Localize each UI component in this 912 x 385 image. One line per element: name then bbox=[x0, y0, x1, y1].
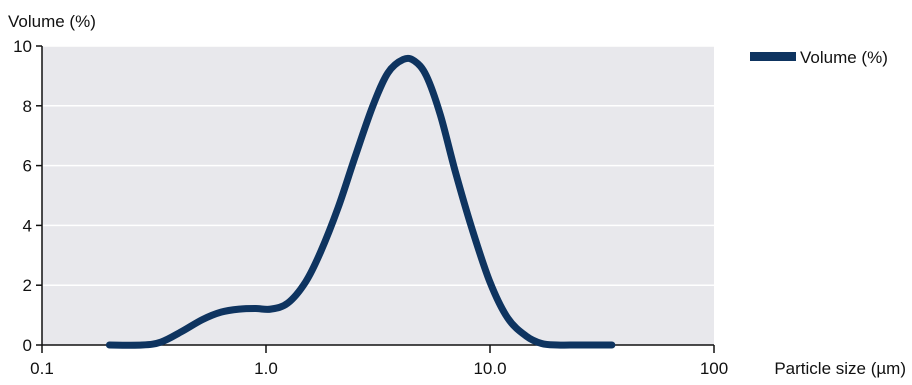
legend-swatch bbox=[750, 52, 796, 61]
x-axis-title: Particle size (µm) bbox=[774, 359, 906, 378]
y-tick-label: 8 bbox=[23, 97, 32, 116]
y-tick-label: 10 bbox=[13, 37, 32, 56]
tick-labels: 0 2 4 6 8 10 0.1 1.0 10.0 100 bbox=[13, 37, 728, 378]
x-tick-label: 100 bbox=[700, 359, 728, 378]
x-tick-label: 10.0 bbox=[473, 359, 506, 378]
x-tick-label: 1.0 bbox=[254, 359, 278, 378]
series-group bbox=[105, 54, 616, 349]
y-tick-label: 2 bbox=[23, 276, 32, 295]
y-axis-title: Volume (%) bbox=[8, 12, 96, 31]
gridlines bbox=[42, 45, 714, 286]
legend: Volume (%) bbox=[750, 48, 888, 67]
legend-label: Volume (%) bbox=[800, 48, 888, 67]
series-line-volume bbox=[105, 54, 616, 349]
y-tick-label: 0 bbox=[23, 336, 32, 355]
y-tick-label: 6 bbox=[23, 157, 32, 176]
x-tick-label: 0.1 bbox=[30, 359, 54, 378]
y-tick-label: 4 bbox=[23, 216, 32, 235]
